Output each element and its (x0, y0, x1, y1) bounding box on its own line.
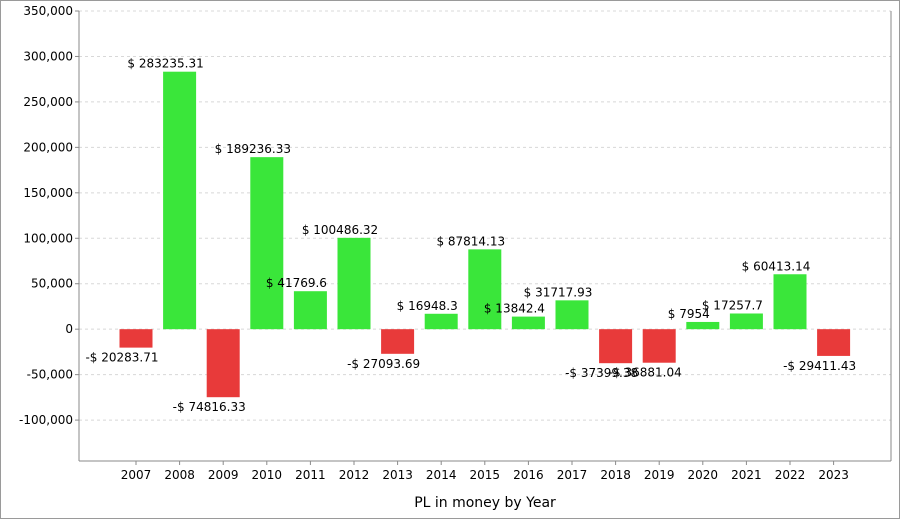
data-label: -$ 37399.38 (565, 366, 638, 380)
x-tick-label: 2018 (600, 468, 631, 482)
x-tick-label: 2016 (513, 468, 544, 482)
x-tick-label: 2008 (164, 468, 195, 482)
data-label: $ 87814.13 (436, 234, 505, 248)
y-tick-label: -50,000 (27, 368, 73, 382)
x-tick-label: 2019 (644, 468, 675, 482)
bars (119, 71, 851, 398)
bar (206, 329, 240, 398)
y-tick-label: 100,000 (23, 231, 73, 245)
data-label: -$ 74816.33 (173, 400, 246, 414)
data-label: -$ 20283.71 (85, 351, 158, 365)
data-label: $ 60413.14 (742, 259, 811, 273)
y-tick-label: -100,000 (19, 413, 73, 427)
bar (817, 329, 851, 356)
bar (729, 313, 763, 330)
bar (555, 300, 589, 330)
bar (163, 71, 197, 330)
y-tick-label: 150,000 (23, 186, 73, 200)
data-label: $ 41769.6 (266, 276, 327, 290)
bar (468, 249, 502, 330)
y-tick-label: 0 (65, 322, 73, 336)
bar (642, 329, 676, 363)
x-tick-label: 2022 (775, 468, 806, 482)
x-tick-label: 2012 (339, 468, 370, 482)
y-axis-ticks: -100,000 -50,000 0 50,000 100,000 150,000 200,… (19, 4, 79, 427)
bar (686, 321, 720, 330)
x-tick-label: 2017 (557, 468, 588, 482)
data-label: $ 283235.31 (127, 57, 203, 71)
y-tick-label: 250,000 (23, 95, 73, 109)
x-tick-label: 2011 (295, 468, 326, 482)
data-label: $ 100486.32 (302, 223, 378, 237)
bar (293, 291, 327, 330)
x-axis-ticks: 2007 2008 2009 2010 2011 2012 2013 2014 2015 2016… (121, 461, 849, 482)
x-tick-label: 2013 (382, 468, 413, 482)
x-tick-label: 2021 (731, 468, 762, 482)
bar (773, 274, 807, 330)
y-tick-label: 200,000 (23, 140, 73, 154)
x-tick-label: 2023 (818, 468, 849, 482)
bar (250, 157, 284, 330)
bar (119, 329, 153, 348)
y-tick-label: 50,000 (31, 277, 73, 291)
x-tick-label: 2015 (470, 468, 501, 482)
bar (599, 329, 633, 364)
bar (337, 237, 371, 330)
x-tick-label: 2020 (688, 468, 719, 482)
data-label: $ 17257.7 (702, 298, 763, 312)
x-tick-label: 2010 (252, 468, 283, 482)
data-label: $ 31717.93 (524, 285, 593, 299)
y-tick-label: 300,000 (23, 49, 73, 63)
bar (424, 313, 458, 330)
x-tick-label: 2009 (208, 468, 239, 482)
data-label: -$ 29411.43 (783, 359, 856, 373)
x-tick-label: 2014 (426, 468, 457, 482)
bar (381, 329, 415, 354)
data-label: -$ 36881.04 (609, 366, 682, 380)
data-label: $ 16948.3 (397, 299, 458, 313)
data-label: $ 7954 (668, 307, 710, 321)
x-axis-title: PL in money by Year (414, 495, 556, 511)
data-label: $ 13842.4 (484, 302, 545, 316)
data-labels: -$ 20283.71 $ 283235.31 -$ 74816.33 $ 18923… (85, 57, 856, 415)
x-tick-label: 2007 (121, 468, 152, 482)
grid-lines (79, 10, 891, 421)
y-tick-label: 350,000 (23, 4, 73, 18)
data-label: -$ 27093.69 (347, 357, 420, 371)
bar (511, 316, 545, 330)
data-label: $ 189236.33 (215, 142, 291, 156)
